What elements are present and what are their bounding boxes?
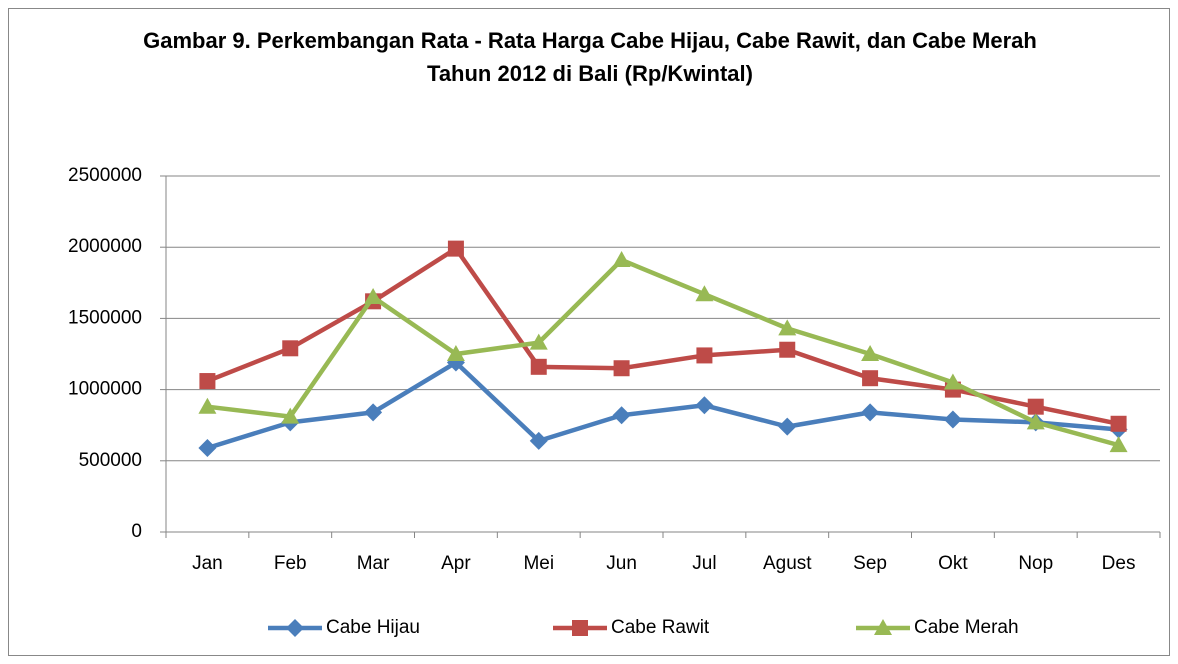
marker — [281, 407, 300, 424]
x-tick-label: Sep — [853, 553, 887, 574]
x-tick-label: Apr — [441, 553, 471, 574]
marker — [529, 333, 548, 350]
marker — [612, 406, 631, 425]
marker — [364, 403, 383, 422]
marker — [198, 438, 217, 457]
chart-title: Gambar 9. Perkembangan Rata - Rata Harga… — [143, 28, 1037, 86]
legend-label: Cabe Merah — [914, 617, 1019, 638]
marker — [530, 358, 547, 375]
marker — [446, 345, 465, 361]
marker — [199, 373, 216, 390]
marker — [861, 403, 880, 422]
legend-label: Cabe Hijau — [326, 617, 420, 638]
legend-label: Cabe Rawit — [611, 617, 710, 638]
x-tick-label: Agust — [763, 553, 812, 574]
marker — [613, 360, 630, 377]
x-tick-label: Okt — [938, 553, 968, 574]
x-tick-label: Des — [1102, 553, 1136, 574]
x-tick-label: Mar — [357, 553, 390, 574]
marker — [695, 285, 714, 302]
y-tick-label: 1000000 — [68, 379, 142, 400]
marker — [572, 620, 588, 636]
marker — [1109, 436, 1128, 453]
y-tick-label: 500000 — [79, 450, 142, 471]
x-tick-label: Jan — [192, 553, 223, 574]
marker — [943, 373, 962, 390]
marker — [1110, 415, 1127, 432]
marker — [779, 341, 796, 358]
marker — [612, 251, 631, 268]
marker — [862, 370, 879, 387]
marker — [1027, 398, 1044, 415]
x-tick-label: Jun — [606, 553, 637, 574]
x-tick-label: Feb — [274, 553, 307, 574]
marker — [695, 396, 714, 415]
marker — [198, 397, 217, 414]
marker — [861, 345, 880, 361]
x-tick-label: Mei — [523, 553, 554, 574]
marker — [364, 288, 383, 305]
marker — [529, 431, 548, 450]
y-tick-label: 2500000 — [68, 165, 142, 186]
marker — [282, 340, 299, 357]
series-line — [207, 257, 1120, 448]
marker — [1026, 413, 1045, 430]
marker — [778, 417, 797, 436]
marker — [696, 347, 713, 364]
y-tick-label: 2000000 — [68, 236, 142, 257]
x-tick-label: Jul — [692, 553, 716, 574]
series-line — [206, 246, 1120, 426]
marker — [943, 410, 962, 429]
marker — [447, 240, 464, 257]
x-tick-label: Nop — [1018, 553, 1053, 574]
series-line — [206, 360, 1119, 451]
marker — [778, 319, 797, 336]
marker — [874, 619, 892, 635]
marker — [286, 619, 304, 637]
chart-frame — [8, 8, 1170, 656]
y-tick-label: 1500000 — [68, 307, 142, 328]
y-tick-label: 0 — [131, 521, 142, 542]
